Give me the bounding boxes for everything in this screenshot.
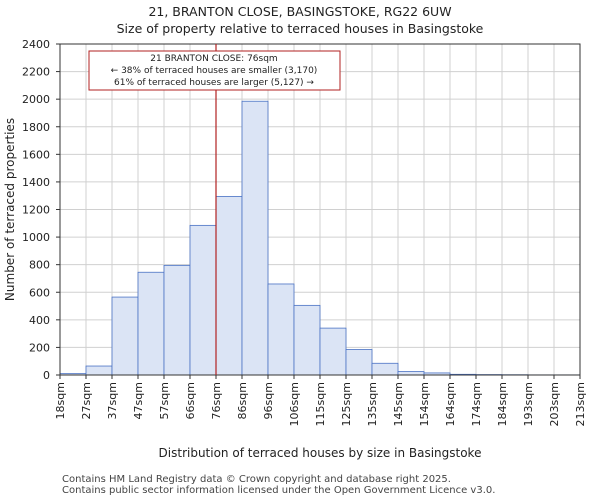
bar-27sqm (85, 365, 113, 376)
bar-86sqm (241, 100, 269, 376)
bars (59, 100, 581, 376)
y-tick-label: 0 (43, 369, 50, 382)
x-tick-label: 76sqm (210, 382, 223, 419)
footer-licence: Contains public sector information licen… (62, 485, 496, 496)
x-tick-label: 193sqm (522, 382, 535, 426)
bar-57sqm (163, 264, 191, 376)
plot-frame (59, 43, 581, 376)
annotation-line3: 61% of terraced houses are larger (5,127… (114, 78, 314, 88)
x-tick-label: 184sqm (496, 382, 509, 426)
annotation-box: 21 BRANTON CLOSE: 76sqm ← 38% of terrace… (88, 50, 341, 91)
x-tick-label: 106sqm (288, 382, 301, 426)
bar-96sqm (267, 283, 295, 376)
chart-subtitle: Size of property relative to terraced ho… (116, 21, 484, 36)
y-tick-label: 200 (29, 341, 50, 354)
x-tick-label: 115sqm (314, 382, 327, 426)
annotation-line1: 21 BRANTON CLOSE: 76sqm (150, 54, 277, 64)
x-tick-label: 145sqm (392, 382, 405, 426)
x-tick-label: 125sqm (340, 382, 353, 426)
x-tick-label: 135sqm (366, 382, 379, 426)
y-axis-label: Number of terraced properties (3, 118, 17, 301)
x-tick-label: 37sqm (106, 382, 119, 419)
x-tick-label: 27sqm (80, 382, 93, 419)
bar-106sqm (293, 304, 321, 376)
x-tick-label: 86sqm (236, 382, 249, 419)
bar-135sqm (371, 362, 399, 376)
x-tick-label: 66sqm (184, 382, 197, 419)
bar-76sqm (215, 195, 243, 376)
bar-115sqm (319, 327, 347, 376)
y-tick-label: 1800 (22, 121, 50, 134)
y-axis-ticks: 0 200 400 600 800 1000 1200 1400 1600 1800 2000 220… (22, 38, 60, 382)
chart-title-address: 21, BRANTON CLOSE, BASINGSTOKE, RG22 6UW (148, 4, 452, 19)
footer-copyright: Contains HM Land Registry data © Crown c… (62, 474, 451, 485)
y-tick-label: 1600 (22, 148, 50, 161)
y-tick-label: 2000 (22, 93, 50, 106)
x-tick-label: 47sqm (132, 382, 145, 419)
x-axis-ticks: 18sqm 27sqm 37sqm 47sqm 57sqm 66sqm 76sqm 86sqm… (54, 375, 587, 426)
x-tick-label: 203sqm (548, 382, 561, 426)
y-tick-label: 600 (29, 286, 50, 299)
y-tick-label: 2200 (22, 66, 50, 79)
annotation-line2: ← 38% of terraced houses are smaller (3,… (111, 66, 318, 76)
bar-66sqm (189, 224, 217, 376)
y-tick-label: 1200 (22, 204, 50, 217)
y-tick-label: 1000 (22, 231, 50, 244)
bar-125sqm (345, 349, 373, 376)
x-tick-label: 164sqm (444, 382, 457, 426)
y-tick-label: 800 (29, 259, 50, 272)
y-tick-label: 400 (29, 314, 50, 327)
x-tick-label: 213sqm (574, 382, 587, 426)
bar-145sqm (397, 371, 425, 376)
bar-37sqm (111, 296, 139, 376)
x-tick-label: 174sqm (470, 382, 483, 426)
x-tick-label: 18sqm (54, 382, 67, 419)
y-tick-label: 1400 (22, 176, 50, 189)
x-tick-label: 96sqm (262, 382, 275, 419)
x-axis-label: Distribution of terraced houses by size … (159, 446, 482, 460)
y-tick-label: 2400 (22, 38, 50, 51)
x-tick-label: 57sqm (158, 382, 171, 419)
x-tick-label: 154sqm (418, 382, 431, 426)
bar-47sqm (137, 271, 165, 376)
